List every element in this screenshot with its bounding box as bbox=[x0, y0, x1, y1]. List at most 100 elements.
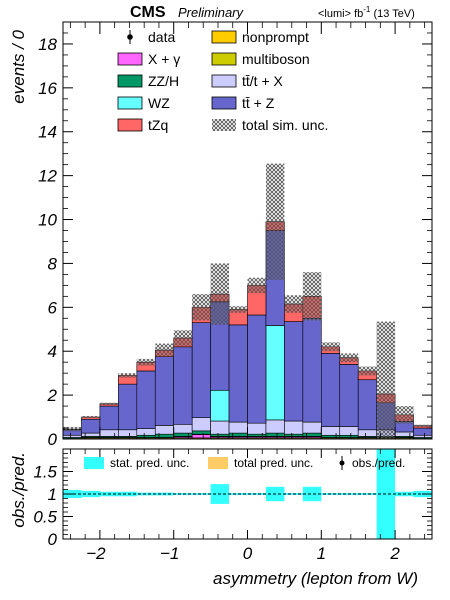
bar-tt-t-x-8 bbox=[210, 420, 230, 435]
legend: data X + γ ZZ/H WZ tZq nonprompt multiboson tt̄… bbox=[117, 29, 328, 133]
y-tick-label-7: 14 bbox=[38, 123, 57, 142]
bar-tt-z-5 bbox=[154, 356, 175, 426]
bar-zz-h-4 bbox=[136, 434, 156, 438]
bar-tt-t-x-4 bbox=[136, 428, 156, 436]
legend-swatch bbox=[211, 96, 237, 110]
legend-swatch bbox=[117, 96, 143, 110]
x-tick-label-1: −1 bbox=[160, 544, 179, 563]
ratio-legend-entry-2: obs./pred. bbox=[339, 456, 405, 470]
ratio-legend-label: obs./pred. bbox=[352, 456, 405, 470]
status-label: Preliminary bbox=[178, 5, 245, 20]
legend-entry-4: ZZ/H bbox=[117, 73, 179, 89]
ratio-legend-swatch-total bbox=[208, 457, 228, 469]
ratio-axis-ticks: 0 0.5 1 1.5 −2 −1 0 1 2 bbox=[33, 449, 432, 563]
y-tick-label-8: 16 bbox=[38, 79, 57, 98]
bar-tt-z-10 bbox=[247, 314, 267, 424]
legend-swatch bbox=[211, 30, 237, 44]
legend-label: WZ bbox=[148, 95, 170, 111]
bar-tt-z-12 bbox=[284, 321, 304, 422]
bar-tt-z-1 bbox=[81, 418, 101, 434]
legend-label: X + γ bbox=[148, 51, 180, 67]
unc-band-14 bbox=[321, 342, 340, 352]
ratio-legend-label: stat. pred. unc. bbox=[110, 456, 189, 470]
legend-entry-3: multiboson bbox=[211, 51, 310, 67]
ratio-frame bbox=[62, 448, 433, 540]
bar-tt-z-15 bbox=[339, 364, 359, 427]
bar-wz-11 bbox=[265, 325, 285, 421]
bar-tt-t-x-14 bbox=[320, 426, 341, 436]
legend-entry-9: total sim. unc. bbox=[212, 117, 328, 133]
bar-x--7 bbox=[191, 434, 211, 439]
ratio-y-tick-label-0: 0 bbox=[48, 530, 58, 549]
bar-tt-t-x-0 bbox=[62, 434, 82, 438]
y-tick-label-6: 12 bbox=[38, 167, 57, 186]
unc-band-5 bbox=[155, 343, 174, 357]
legend-swatch bbox=[117, 52, 143, 66]
legend-entry-6: WZ bbox=[117, 95, 170, 111]
bar-tt-z-16 bbox=[357, 379, 377, 431]
ratio-legend: stat. pred. unc. total pred. unc. obs./pre… bbox=[84, 456, 405, 470]
bar-zz-h-13 bbox=[302, 432, 322, 437]
bar-tt-t-x-10 bbox=[247, 422, 267, 435]
legend-label: tt̄/t + X bbox=[242, 73, 284, 89]
main-histogram: 0 2 4 6 8 10 12 14 16 18 bbox=[38, 21, 433, 449]
bar-tt-t-x-15 bbox=[339, 426, 359, 436]
bar-zz-h-5 bbox=[154, 433, 175, 438]
main-axis-ticks: 0 2 4 6 8 10 12 14 16 18 bbox=[38, 21, 432, 449]
legend-label: nonprompt bbox=[242, 29, 309, 45]
lumi-label: <lumi> fb-1 (13 TeV) bbox=[318, 5, 415, 20]
bar-tt-z-4 bbox=[136, 370, 156, 429]
ratio-legend-marker bbox=[339, 460, 345, 466]
legend-swatch bbox=[211, 74, 237, 88]
main-ylabel: events / 0 bbox=[9, 29, 28, 103]
legend-entry-0: data bbox=[127, 29, 175, 45]
bar-zz-h-6 bbox=[173, 432, 193, 437]
ratio-y-tick-label-1: 0.5 bbox=[33, 508, 57, 527]
ratio-panel: 0 0.5 1 1.5 −2 −1 0 1 2 stat. pred. unc. total pr… bbox=[33, 448, 433, 563]
bar-tt-t-x-12 bbox=[284, 420, 304, 435]
y-tick-label-2: 4 bbox=[48, 342, 57, 361]
y-tick-label-0: 0 bbox=[48, 430, 58, 449]
legend-label: multiboson bbox=[242, 51, 310, 67]
ratio-legend-swatch-stat bbox=[84, 457, 104, 469]
bar-tt-z-2 bbox=[99, 405, 119, 431]
y-tick-label-5: 10 bbox=[38, 211, 57, 230]
bar-tt-t-x-6 bbox=[173, 423, 193, 434]
unc-band-15 bbox=[339, 353, 359, 363]
legend-marker bbox=[127, 34, 133, 40]
ratio-legend-entry-1: total pred. unc. bbox=[208, 456, 313, 470]
unc-band-18 bbox=[395, 406, 414, 424]
ratio-band-bin-10 bbox=[247, 493, 266, 495]
unc-band-17 bbox=[376, 321, 396, 439]
ratio-legend-entry-0: stat. pred. unc. bbox=[84, 456, 189, 470]
legend-label: tZq bbox=[148, 117, 168, 133]
legend-label: data bbox=[148, 29, 175, 45]
bar-tt-t-x-11 bbox=[265, 419, 285, 434]
bar-zz-h-14 bbox=[320, 434, 341, 438]
legend-label: total sim. unc. bbox=[242, 117, 328, 133]
bar-zz-h-7 bbox=[191, 430, 211, 435]
uncertainty-band bbox=[63, 163, 432, 439]
ratio-band-bin-4 bbox=[136, 492, 156, 496]
ratio-band-bin-13 bbox=[302, 486, 322, 502]
bar-tt-z-3 bbox=[118, 383, 138, 431]
bar-zz-h-12 bbox=[284, 433, 304, 437]
unc-band-12 bbox=[284, 295, 303, 313]
legend-swatch bbox=[117, 74, 143, 88]
ratio-band-bin-6 bbox=[173, 493, 193, 495]
legend-entry-1: nonprompt bbox=[211, 29, 309, 45]
unc-band-19 bbox=[413, 424, 432, 427]
unc-band-3 bbox=[118, 373, 137, 378]
bar-tt-z-14 bbox=[320, 353, 341, 427]
main-frame bbox=[62, 21, 433, 440]
bar-zz-h-9 bbox=[228, 432, 248, 437]
bar-wz-8 bbox=[210, 389, 230, 422]
unc-band-0 bbox=[63, 426, 82, 432]
ratio-band-bin-7 bbox=[192, 493, 211, 495]
bar-tt-t-x-9 bbox=[228, 421, 248, 434]
x-tick-label-4: 2 bbox=[389, 544, 400, 563]
x-tick-label-2: 0 bbox=[243, 544, 253, 563]
y-tick-label-9: 18 bbox=[38, 35, 57, 54]
bar-tt-t-x-16 bbox=[357, 429, 377, 437]
